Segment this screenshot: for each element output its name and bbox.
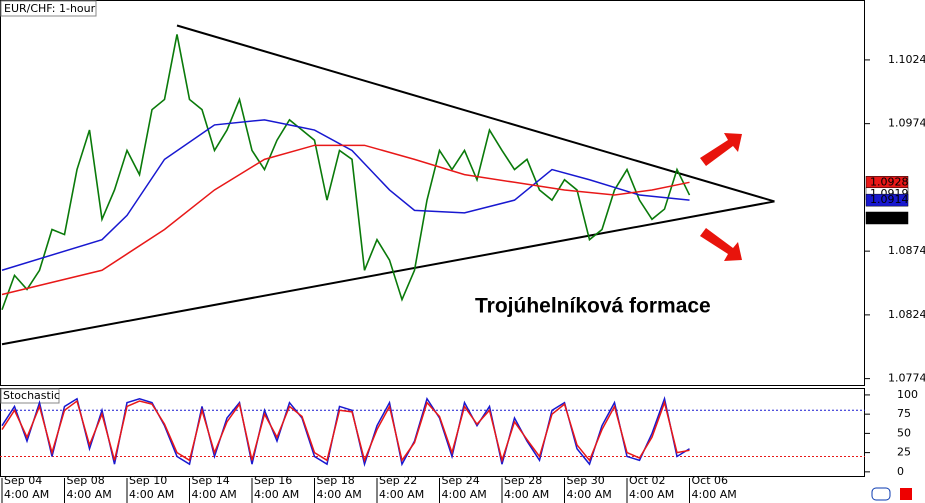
x-tick-label: Oct 02 [629,474,666,487]
x-tick-label: Sep 10 [129,474,167,487]
close-icon[interactable] [900,488,912,500]
x-time-label: 4:00 AM [692,488,737,501]
price-tag [865,211,909,225]
y-tick-label: 1.0974 [888,117,925,130]
trendline [1,200,775,346]
x-time-label: 4:00 AM [67,488,112,501]
x-tick-label: Sep 22 [379,474,417,487]
series-line [1,34,691,311]
x-time-label: 4:00 AM [4,488,49,501]
price-tag-label: 1.0900 [870,211,909,224]
arrow-down [700,228,742,261]
y-tick-label: 1.0874 [888,244,925,257]
x-tick-label: Sep 30 [567,474,605,487]
x-tick-label: Sep 08 [67,474,105,487]
x-time-label: 4:00 AM [379,488,424,501]
x-tick-label: Oct 06 [692,474,729,487]
stochastic-title: Stochastic [3,389,60,402]
x-time-label: 4:00 AM [192,488,237,501]
trendline [176,24,775,203]
y-tick-label: 50 [897,426,911,439]
y-tick-label: 75 [897,407,911,420]
x-time-label: 4:00 AM [504,488,549,501]
series-line [1,144,690,296]
x-time-label: 4:00 AM [317,488,362,501]
x-time-label: 4:00 AM [629,488,674,501]
x-tick-label: Sep 04 [4,474,42,487]
x-tick-label: Sep 18 [317,474,355,487]
arrow-up [700,133,742,166]
series-line [1,119,690,271]
y-tick-label: 25 [897,446,911,459]
title-box [0,0,97,17]
stochastic-box [0,388,60,404]
link-icon[interactable] [871,487,891,501]
price-panel [0,0,865,386]
x-time-label: 4:00 AM [567,488,612,501]
chart-title: EUR/CHF: 1-hour [4,2,96,15]
y-tick-label: 0 [897,465,904,478]
x-time-label: 4:00 AM [442,488,487,501]
annotation: Trojúhelníková formace [475,295,711,318]
price-tag-label: 1.0928 [870,175,909,188]
series-line [1,399,690,464]
x-tick-label: Sep 14 [192,474,230,487]
x-tick-label: Sep 28 [504,474,542,487]
price-tag-label: 1.0914 [870,193,909,206]
x-time-label: 4:00 AM [254,488,299,501]
x-time-label: 4:00 AM [129,488,174,501]
x-tick-label: Sep 24 [442,474,480,487]
y-tick-label: 1.0824 [888,308,925,321]
y-tick-label: 100 [897,388,918,401]
x-tick-label: Sep 16 [254,474,292,487]
y-tick-label: 1.1024 [888,53,925,66]
stochastic-panel [0,388,865,477]
price-tag [865,193,909,207]
y-tick-label: 1.0774 [888,372,925,385]
